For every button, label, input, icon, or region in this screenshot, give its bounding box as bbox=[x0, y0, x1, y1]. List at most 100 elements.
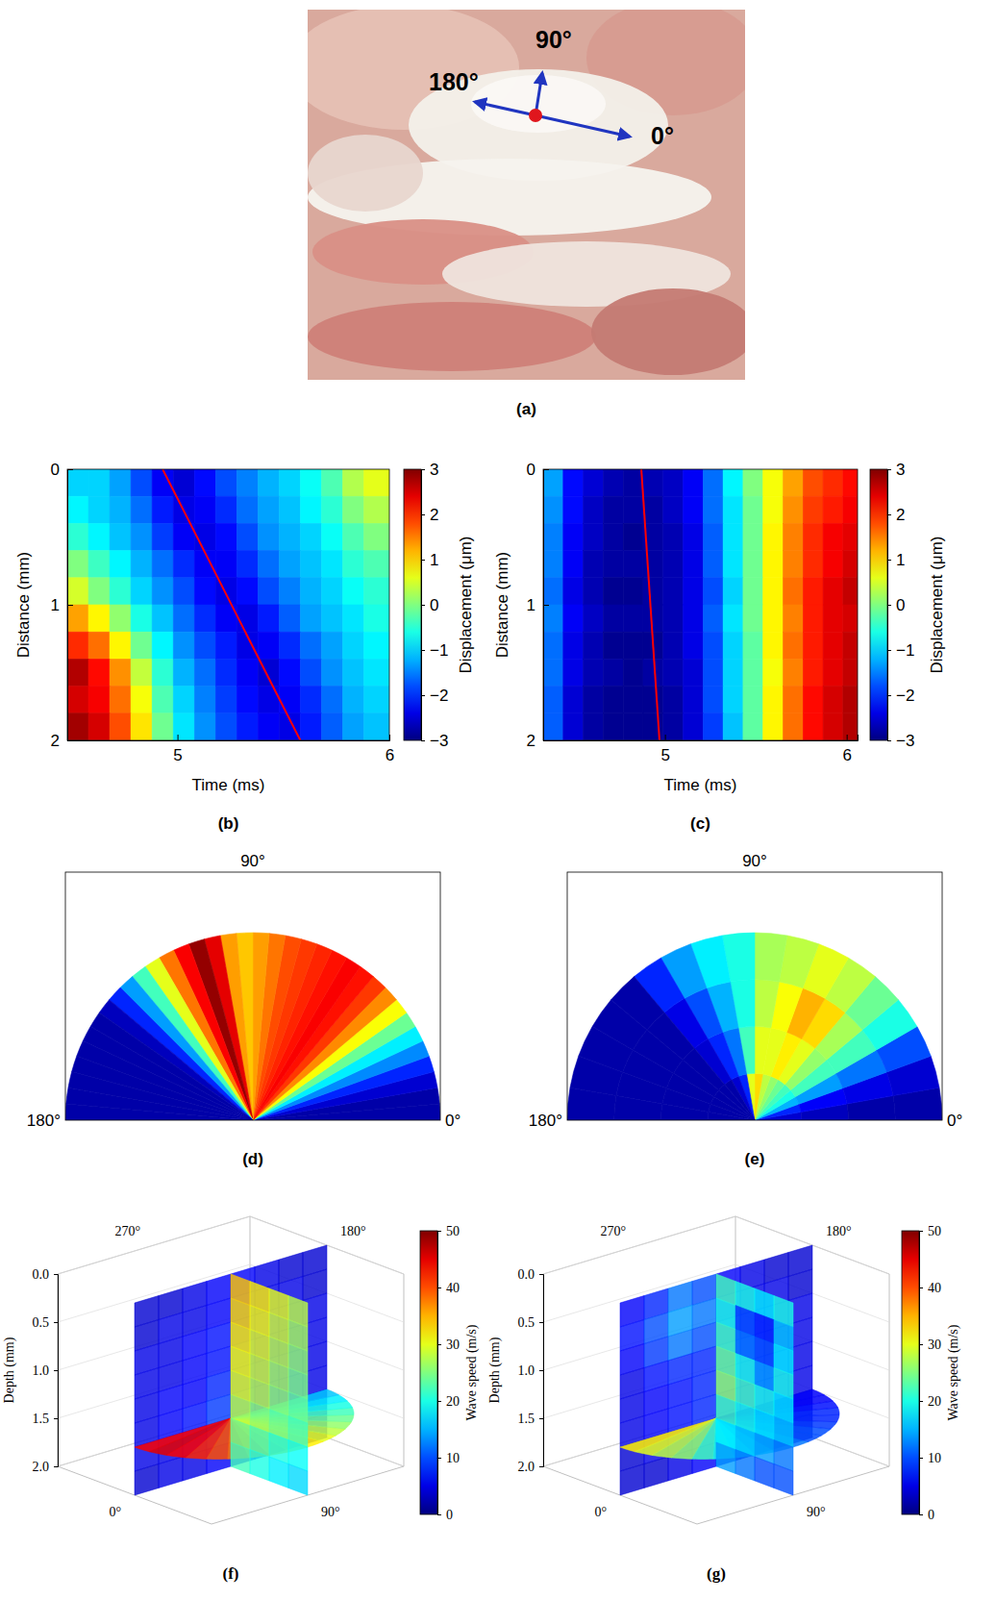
slice-cell bbox=[158, 1456, 183, 1489]
cell bbox=[543, 522, 564, 550]
cell bbox=[364, 686, 390, 714]
cell bbox=[643, 469, 664, 497]
cell bbox=[622, 604, 644, 632]
cell bbox=[822, 550, 844, 578]
slice-cell bbox=[754, 1456, 774, 1489]
tick-mark bbox=[67, 740, 74, 742]
cell bbox=[822, 496, 844, 523]
tick-label: 50 bbox=[927, 1223, 942, 1239]
tick-label: 2.0 bbox=[32, 1459, 50, 1474]
cell bbox=[343, 577, 365, 605]
tick: 0 bbox=[526, 460, 549, 479]
cell bbox=[88, 631, 110, 659]
tick-mark bbox=[67, 604, 74, 606]
cell bbox=[783, 577, 804, 605]
cell bbox=[563, 631, 584, 659]
wedge bbox=[65, 1103, 253, 1121]
cell bbox=[563, 550, 584, 578]
axis-line bbox=[539, 1274, 545, 1468]
tick-label: 5 bbox=[660, 746, 670, 765]
direction-arrow bbox=[474, 101, 536, 116]
slice-cell bbox=[735, 1449, 755, 1482]
colorbar-title: Wave speed (m/s) bbox=[946, 1323, 962, 1420]
colorbar bbox=[403, 469, 422, 741]
cell bbox=[722, 496, 744, 523]
tick-label: 0 bbox=[50, 460, 60, 479]
panel-polar: 90°180°0°(d) bbox=[26, 851, 461, 1169]
cell bbox=[67, 604, 89, 632]
cell bbox=[321, 631, 343, 659]
cell bbox=[173, 686, 195, 714]
cell bbox=[563, 469, 584, 497]
cell bbox=[109, 496, 131, 523]
cell bbox=[194, 658, 216, 686]
cell bbox=[321, 496, 343, 523]
cell bbox=[563, 577, 584, 605]
cell bbox=[257, 577, 279, 605]
angle-label: 90° bbox=[240, 851, 266, 871]
cell bbox=[88, 658, 110, 686]
tick: 1 bbox=[526, 596, 549, 615]
slice-cell bbox=[249, 1449, 270, 1482]
tick-mark bbox=[421, 695, 425, 697]
tick-label: 10 bbox=[927, 1450, 942, 1466]
cell bbox=[563, 658, 584, 686]
tick: 50 bbox=[919, 1223, 942, 1239]
direction-label: 0° bbox=[650, 122, 674, 150]
angle-label: 180° bbox=[825, 1223, 852, 1239]
plot-frame bbox=[67, 469, 390, 741]
tick-label: 0.0 bbox=[32, 1267, 50, 1282]
cell bbox=[364, 469, 390, 497]
cell bbox=[563, 686, 584, 714]
cell bbox=[783, 713, 804, 741]
tick-label: 3 bbox=[429, 460, 439, 479]
tick-label: 0.5 bbox=[32, 1315, 50, 1330]
tick: −1 bbox=[887, 641, 915, 660]
cell bbox=[173, 631, 195, 659]
figure-svg: 90°180°0°(a)56012Time (ms)Distance (mm)−… bbox=[0, 0, 996, 1600]
tick-mark bbox=[437, 1287, 442, 1289]
cell bbox=[602, 686, 623, 714]
cell bbox=[321, 522, 343, 550]
tick-mark bbox=[67, 469, 74, 471]
cell bbox=[663, 713, 684, 741]
cell bbox=[299, 550, 322, 578]
tick: 1 bbox=[421, 550, 439, 570]
cell bbox=[602, 522, 623, 550]
tick-label: 20 bbox=[446, 1394, 460, 1409]
plot-area bbox=[65, 932, 441, 1121]
cell bbox=[343, 469, 365, 497]
cell bbox=[583, 469, 604, 497]
cell bbox=[364, 522, 390, 550]
cell bbox=[583, 604, 604, 632]
cell bbox=[151, 604, 174, 632]
wedge bbox=[614, 1095, 663, 1121]
panel-label: (d) bbox=[242, 1149, 264, 1169]
photo bbox=[307, 9, 746, 380]
cell bbox=[763, 658, 784, 686]
cell bbox=[683, 686, 704, 714]
tick-label: 1.5 bbox=[32, 1411, 50, 1426]
cell bbox=[130, 550, 152, 578]
cell bbox=[88, 550, 110, 578]
cell bbox=[257, 496, 279, 523]
cell bbox=[763, 631, 784, 659]
cell bbox=[109, 522, 131, 550]
cell bbox=[299, 577, 322, 605]
cell bbox=[109, 604, 131, 632]
cell bbox=[215, 550, 237, 578]
cell bbox=[343, 496, 365, 523]
cell bbox=[622, 550, 644, 578]
tick-label: 2 bbox=[50, 731, 60, 750]
tick: 5 bbox=[173, 734, 182, 765]
cell bbox=[88, 713, 110, 741]
cell bbox=[743, 469, 764, 497]
cell bbox=[130, 713, 152, 741]
slice-cell bbox=[269, 1456, 289, 1489]
cell bbox=[194, 686, 216, 714]
cell bbox=[683, 577, 704, 605]
cell bbox=[343, 713, 365, 741]
cell bbox=[622, 658, 644, 686]
plot-area bbox=[67, 469, 390, 741]
cell bbox=[722, 713, 744, 741]
